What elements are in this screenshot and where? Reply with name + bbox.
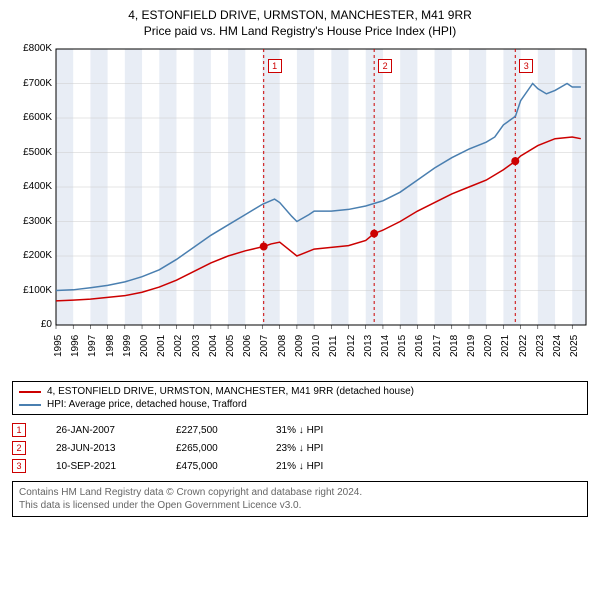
sale-date: 28-JUN-2013	[56, 443, 146, 454]
title-block: 4, ESTONFIELD DRIVE, URMSTON, MANCHESTER…	[10, 8, 590, 39]
x-axis-label: 2004	[208, 335, 219, 357]
x-axis-label: 2008	[277, 335, 288, 357]
x-axis-label: 1999	[122, 335, 133, 357]
x-axis-label: 2003	[191, 335, 202, 357]
legend-swatch	[19, 391, 41, 393]
table-row: 2 28-JUN-2013 £265,000 23% ↓ HPI	[12, 439, 588, 457]
sale-price: £265,000	[176, 443, 246, 454]
x-axis-label: 2016	[414, 335, 425, 357]
x-axis-label: 2001	[156, 335, 167, 357]
attribution-line: This data is licensed under the Open Gov…	[19, 499, 581, 512]
x-axis-label: 2015	[397, 335, 408, 357]
table-row: 1 26-JAN-2007 £227,500 31% ↓ HPI	[12, 421, 588, 439]
x-axis-label: 2019	[466, 335, 477, 357]
sale-marker: 3	[12, 459, 26, 473]
x-axis-label: 2020	[483, 335, 494, 357]
sale-price: £227,500	[176, 425, 246, 436]
sale-marker: 1	[12, 423, 26, 437]
x-axis-label: 2013	[363, 335, 374, 357]
title-subtitle: Price paid vs. HM Land Registry's House …	[10, 24, 590, 40]
sale-date: 10-SEP-2021	[56, 461, 146, 472]
sale-diff: 23% ↓ HPI	[276, 443, 366, 454]
sale-diff: 31% ↓ HPI	[276, 425, 366, 436]
table-row: 3 10-SEP-2021 £475,000 21% ↓ HPI	[12, 457, 588, 475]
legend-label: HPI: Average price, detached house, Traf…	[47, 399, 247, 410]
y-axis-label: £600K	[23, 112, 52, 123]
sale-date: 26-JAN-2007	[56, 425, 146, 436]
y-axis-label: £0	[41, 319, 52, 330]
chart-container: 4, ESTONFIELD DRIVE, URMSTON, MANCHESTER…	[0, 0, 600, 527]
y-axis-label: £300K	[23, 216, 52, 227]
attribution-box: Contains HM Land Registry data © Crown c…	[12, 481, 588, 517]
x-axis-label: 2021	[500, 335, 511, 357]
x-axis-label: 2002	[173, 335, 184, 357]
x-axis-label: 2000	[139, 335, 150, 357]
title-address: 4, ESTONFIELD DRIVE, URMSTON, MANCHESTER…	[10, 8, 590, 24]
x-axis-label: 2017	[432, 335, 443, 357]
x-axis-label: 1995	[53, 335, 64, 357]
x-axis-label: 2024	[552, 335, 563, 357]
x-axis-label: 2012	[346, 335, 357, 357]
legend-swatch	[19, 404, 41, 406]
y-axis-label: £400K	[23, 181, 52, 192]
x-axis-label: 2025	[569, 335, 580, 357]
sales-table: 1 26-JAN-2007 £227,500 31% ↓ HPI 2 28-JU…	[12, 421, 588, 475]
y-axis-label: £100K	[23, 285, 52, 296]
x-axis-label: 2022	[518, 335, 529, 357]
x-axis-label: 1996	[70, 335, 81, 357]
legend-item: HPI: Average price, detached house, Traf…	[19, 398, 581, 411]
sale-marker-flag: 3	[519, 59, 533, 73]
sale-price: £475,000	[176, 461, 246, 472]
x-axis-label: 2023	[535, 335, 546, 357]
legend-item: 4, ESTONFIELD DRIVE, URMSTON, MANCHESTER…	[19, 385, 581, 398]
y-axis-label: £200K	[23, 250, 52, 261]
x-axis-label: 2009	[294, 335, 305, 357]
x-axis-label: 2010	[311, 335, 322, 357]
sale-marker: 2	[12, 441, 26, 455]
chart-plot: £0 £100K £200K £300K £400K £500K £600K £700K £80…	[10, 45, 590, 375]
y-axis-label: £700K	[23, 78, 52, 89]
y-axis-label: £800K	[23, 43, 52, 54]
attribution-line: Contains HM Land Registry data © Crown c…	[19, 486, 581, 499]
sale-diff: 21% ↓ HPI	[276, 461, 366, 472]
x-axis-label: 1998	[105, 335, 116, 357]
x-axis-label: 2011	[328, 336, 339, 358]
x-axis-label: 2007	[259, 335, 270, 357]
sale-marker-flag: 2	[378, 59, 392, 73]
legend-label: 4, ESTONFIELD DRIVE, URMSTON, MANCHESTER…	[47, 386, 414, 397]
x-axis-label: 2005	[225, 335, 236, 357]
x-axis-label: 1997	[87, 335, 98, 357]
x-axis-label: 2006	[242, 335, 253, 357]
legend-box: 4, ESTONFIELD DRIVE, URMSTON, MANCHESTER…	[12, 381, 588, 415]
x-axis-label: 2014	[380, 335, 391, 357]
sale-marker-flag: 1	[268, 59, 282, 73]
y-axis-label: £500K	[23, 147, 52, 158]
x-axis-label: 2018	[449, 335, 460, 357]
